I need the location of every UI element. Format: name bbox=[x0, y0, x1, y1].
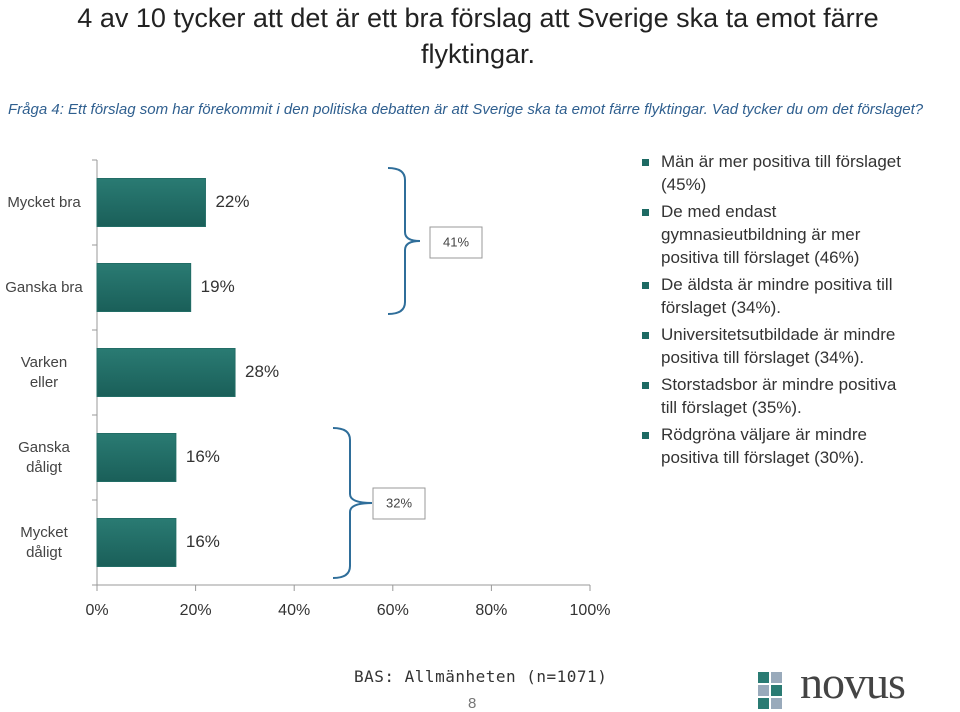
value-label: 16% bbox=[186, 447, 220, 466]
y-tick-label: Mycket dåligt bbox=[20, 523, 68, 561]
bullet: Universitetsutbildade är mindre positiva… bbox=[640, 323, 905, 369]
y-tick-label: Varken eller bbox=[20, 353, 68, 391]
bracket-label: 41% bbox=[443, 234, 469, 249]
bar bbox=[96, 433, 177, 482]
x-tick-label: 0% bbox=[85, 602, 108, 619]
x-tick-label: 100% bbox=[570, 602, 611, 619]
x-tick-label: 40% bbox=[278, 602, 310, 619]
bullet: De med endast gymnasieutbildning är mer … bbox=[640, 200, 905, 269]
value-label: 16% bbox=[186, 532, 220, 551]
bar bbox=[96, 518, 177, 567]
title-line: flyktingar. bbox=[420, 39, 536, 69]
bullet: Rödgröna väljare är mindre positiva till… bbox=[640, 423, 905, 469]
y-tick-label: Ganska dåligt bbox=[18, 438, 70, 476]
brace bbox=[332, 427, 373, 579]
logo-mark bbox=[758, 672, 794, 709]
x-tick-label: 20% bbox=[180, 602, 212, 619]
bullet: De äldsta är mindre positiva till försla… bbox=[640, 273, 905, 319]
value-label: 19% bbox=[201, 277, 235, 296]
subtitle: Fråga 4: Ett förslag som har förekommit … bbox=[8, 101, 924, 118]
bracket-label: 32% bbox=[386, 495, 412, 510]
logo: novus bbox=[800, 657, 906, 708]
base-note: BAS: Allmänheten (n=1071) bbox=[354, 667, 608, 686]
page-number: 8 bbox=[468, 695, 477, 712]
x-tick-label: 80% bbox=[475, 602, 507, 619]
bullet: Män är mer positiva till förslaget (45%) bbox=[640, 150, 905, 196]
y-tick-label: Ganska bra bbox=[5, 278, 83, 296]
value-label: 28% bbox=[245, 362, 279, 381]
bracket-box bbox=[372, 487, 426, 520]
bullet: Storstadsbor är mindre positiva till för… bbox=[640, 373, 905, 419]
bracket-box bbox=[429, 226, 483, 259]
value-label: 22% bbox=[215, 192, 249, 211]
brace bbox=[387, 167, 421, 315]
bullet-list: Män är mer positiva till förslaget (45%)… bbox=[640, 150, 905, 473]
title-line: 4 av 10 tycker att det är ett bra försla… bbox=[77, 3, 879, 33]
bar bbox=[96, 178, 206, 227]
title: 4 av 10 tycker att det är ett bra försla… bbox=[8, 0, 948, 72]
bar bbox=[96, 263, 192, 312]
x-tick-label: 60% bbox=[377, 602, 409, 619]
y-tick-label: Mycket bra bbox=[7, 193, 81, 211]
bar bbox=[96, 348, 236, 397]
